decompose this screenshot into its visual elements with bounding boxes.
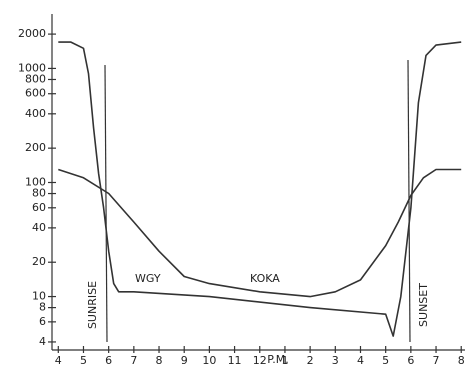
- y-tick-label: 40: [32, 221, 46, 234]
- x-tick-label: 8: [156, 354, 163, 367]
- x-tick-label: 5: [382, 354, 389, 367]
- sunrise-label: SUNRISE: [86, 281, 99, 329]
- x-tick-label: 5: [80, 354, 87, 367]
- x-tick-label: 12: [253, 354, 267, 367]
- y-tick-label: 400: [25, 107, 46, 120]
- pm-label: P.M.: [267, 353, 288, 366]
- x-tick-label: 10: [202, 354, 216, 367]
- y-tick-label: 10: [32, 290, 46, 303]
- series-line: [58, 41, 462, 337]
- x-tick-label: 1: [281, 354, 288, 367]
- y-tick-label: 4: [39, 335, 46, 348]
- series-label: WGY: [135, 272, 161, 285]
- x-tick-label: 3: [332, 354, 339, 367]
- y-tick-label: 800: [25, 72, 46, 85]
- sunrise-line: [104, 64, 108, 343]
- y-tick-label: 1000: [18, 61, 46, 74]
- x-tick-label: 11: [228, 354, 242, 367]
- x-tick-label: 6: [407, 354, 414, 367]
- y-tick-label: 8: [39, 301, 46, 314]
- x-tick-label: 4: [357, 354, 364, 367]
- series-label: KOKA: [250, 272, 280, 285]
- x-tick-label: 4: [55, 354, 62, 367]
- x-tick-label: 7: [433, 354, 440, 367]
- sunset-label: SUNSET: [417, 283, 430, 327]
- y-tick-label: 60: [32, 201, 46, 214]
- x-tick-label: 6: [105, 354, 112, 367]
- x-tick-label: 7: [130, 354, 137, 367]
- y-tick-label: 600: [25, 87, 46, 100]
- y-tick-label: 20: [32, 255, 46, 268]
- y-tick-label: 80: [32, 187, 46, 200]
- y-tick-label: 2000: [18, 27, 46, 40]
- x-tick-label: 2: [307, 354, 314, 367]
- y-tick-label: 6: [39, 315, 46, 328]
- x-tick-label: 8: [458, 354, 465, 367]
- y-tick-label: 100: [25, 175, 46, 188]
- x-tick-label: 9: [181, 354, 188, 367]
- series-line: [58, 168, 462, 298]
- y-tick-label: 200: [25, 141, 46, 154]
